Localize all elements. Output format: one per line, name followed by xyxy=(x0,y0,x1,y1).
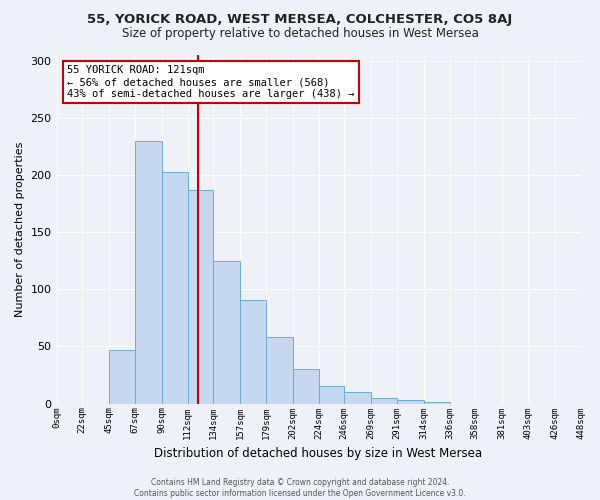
X-axis label: Distribution of detached houses by size in West Mersea: Distribution of detached houses by size … xyxy=(154,447,482,460)
Bar xyxy=(397,400,424,404)
Bar xyxy=(213,261,240,404)
Bar xyxy=(266,338,293,404)
Text: Size of property relative to detached houses in West Mersea: Size of property relative to detached ho… xyxy=(122,28,478,40)
Bar xyxy=(371,398,397,404)
Bar xyxy=(162,172,188,404)
Bar xyxy=(135,140,162,404)
Bar xyxy=(344,392,371,404)
Y-axis label: Number of detached properties: Number of detached properties xyxy=(15,142,25,317)
Bar xyxy=(319,386,344,404)
Text: 55, YORICK ROAD, WEST MERSEA, COLCHESTER, CO5 8AJ: 55, YORICK ROAD, WEST MERSEA, COLCHESTER… xyxy=(88,12,512,26)
Bar xyxy=(188,190,213,404)
Bar xyxy=(293,370,319,404)
Bar xyxy=(109,350,135,404)
Text: 55 YORICK ROAD: 121sqm
← 56% of detached houses are smaller (568)
43% of semi-de: 55 YORICK ROAD: 121sqm ← 56% of detached… xyxy=(67,66,355,98)
Bar xyxy=(240,300,266,404)
Bar xyxy=(424,402,449,404)
Text: Contains HM Land Registry data © Crown copyright and database right 2024.
Contai: Contains HM Land Registry data © Crown c… xyxy=(134,478,466,498)
